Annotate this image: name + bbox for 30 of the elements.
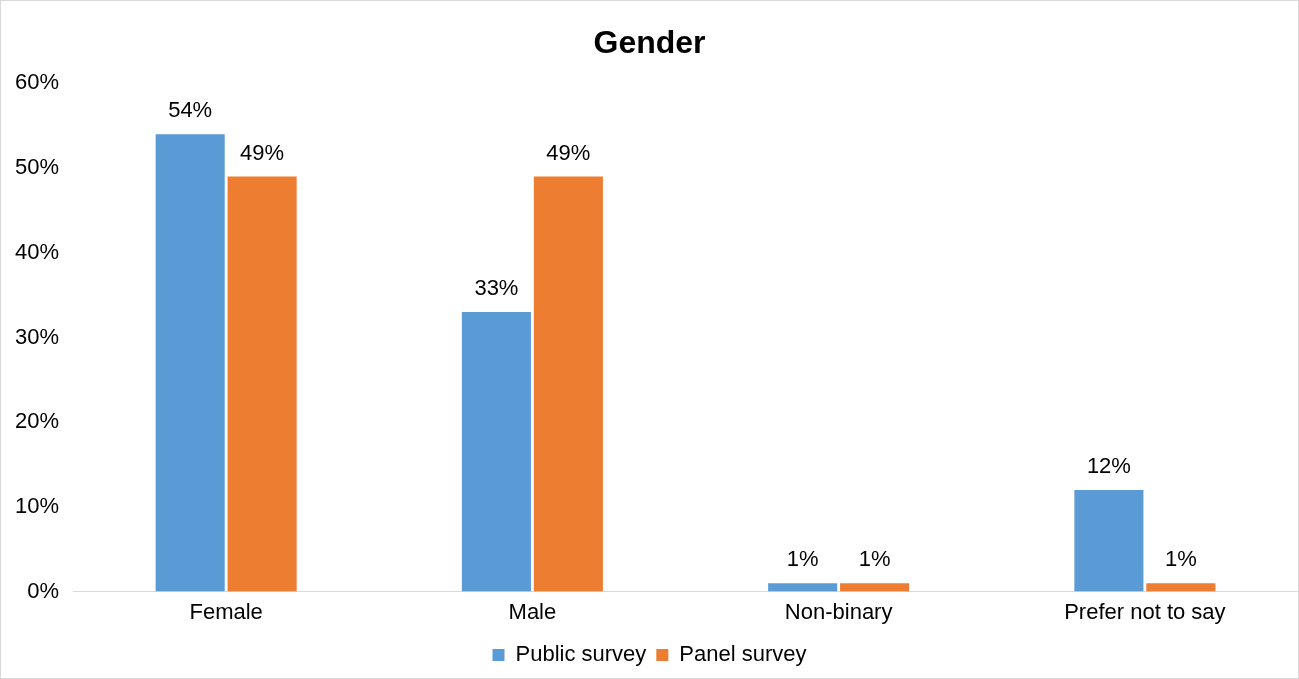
data-label: 33%	[474, 275, 519, 301]
bar	[840, 583, 910, 592]
data-label: 49%	[546, 139, 591, 165]
bar	[1146, 583, 1216, 592]
y-tick-label: 0%	[27, 577, 60, 603]
legend-label: Panel survey	[679, 641, 807, 667]
bar	[155, 134, 225, 592]
y-tick-label: 10%	[14, 492, 60, 518]
data-label: 12%	[1086, 453, 1131, 479]
legend-label: Public survey	[515, 641, 647, 667]
x-tick-label: Male	[508, 598, 557, 624]
data-label: 49%	[240, 139, 285, 165]
bar	[533, 176, 603, 592]
x-tick-label: Female	[189, 598, 263, 624]
y-tick-label: 50%	[14, 154, 60, 180]
y-tick-label: 40%	[14, 238, 60, 264]
y-tick-label: 20%	[14, 408, 60, 434]
data-label: 1%	[858, 546, 891, 572]
y-tick-label: 30%	[14, 323, 60, 349]
data-label: 1%	[1164, 546, 1197, 572]
x-tick-label: Prefer not to say	[1064, 598, 1226, 624]
chart-title: Gender	[593, 24, 706, 61]
bar	[768, 583, 838, 592]
bar	[1074, 489, 1144, 592]
data-label: 54%	[168, 97, 213, 123]
data-label: 1%	[786, 546, 819, 572]
y-tick-label: 60%	[14, 69, 60, 95]
x-tick-label: Non-binary	[784, 598, 893, 624]
bar	[227, 176, 297, 592]
bar	[461, 312, 531, 592]
